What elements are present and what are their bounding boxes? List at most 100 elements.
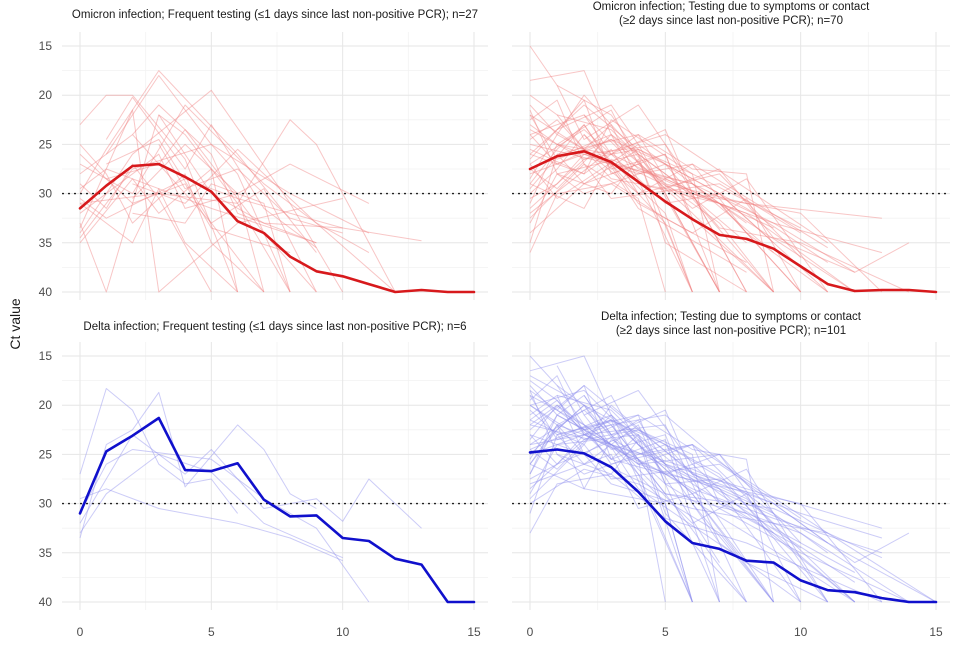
individual-trace bbox=[529, 375, 666, 603]
individual-trace bbox=[529, 394, 883, 559]
individual-trace bbox=[529, 444, 801, 519]
mean-line bbox=[528, 448, 938, 604]
y-tick-label: 40 bbox=[39, 285, 53, 299]
individual-trace bbox=[529, 153, 747, 293]
panel-title-line: Delta infection; Frequent testing (≤1 da… bbox=[83, 321, 466, 333]
individual-trace bbox=[79, 453, 343, 559]
individual-trace bbox=[529, 414, 693, 603]
individual-trace bbox=[529, 119, 801, 229]
panel-title-line: Omicron infection; Frequent testing (≤1 … bbox=[72, 9, 478, 21]
individual-trace bbox=[529, 148, 720, 293]
individual-trace bbox=[79, 153, 265, 293]
individual-trace bbox=[106, 139, 317, 293]
individual-trace bbox=[529, 148, 720, 293]
individual-trace bbox=[529, 163, 774, 293]
individual-trace bbox=[79, 144, 265, 293]
individual-trace bbox=[529, 414, 883, 554]
individual-trace bbox=[79, 153, 291, 254]
x-tick-label: 15 bbox=[929, 625, 943, 639]
individual-trace bbox=[79, 178, 343, 229]
individual-trace bbox=[529, 385, 693, 603]
panel-title-line: (≥2 days since last non-positive PCR); n… bbox=[619, 15, 843, 27]
individual-trace bbox=[529, 114, 774, 253]
individual-trace bbox=[529, 414, 802, 603]
individual-trace bbox=[556, 365, 747, 514]
y-tick-label: 25 bbox=[39, 447, 53, 461]
individual-trace bbox=[79, 94, 239, 293]
x-tick-label: 10 bbox=[336, 625, 350, 639]
individual-trace bbox=[556, 394, 883, 529]
individual-trace bbox=[529, 389, 828, 544]
individual-trace bbox=[529, 355, 801, 603]
individual-trace bbox=[556, 385, 801, 549]
y-axis-title: Ct value bbox=[7, 298, 23, 350]
individual-traces bbox=[79, 70, 422, 293]
individual-trace bbox=[556, 163, 910, 293]
y-tick-label: 35 bbox=[39, 546, 53, 560]
individual-trace bbox=[529, 409, 774, 534]
panels-layer: Omicron infection; Frequent testing (≤1 … bbox=[39, 1, 950, 639]
individual-trace bbox=[79, 70, 317, 253]
x-tick-label: 10 bbox=[794, 625, 808, 639]
individual-trace bbox=[529, 429, 856, 583]
individual-trace bbox=[529, 424, 910, 564]
mean-line bbox=[78, 416, 476, 604]
x-tick-label: 15 bbox=[467, 625, 481, 639]
individual-trace bbox=[529, 434, 910, 603]
individual-trace bbox=[79, 434, 422, 529]
individual-trace bbox=[529, 134, 855, 273]
individual-trace bbox=[79, 168, 239, 293]
individual-trace bbox=[556, 394, 774, 603]
x-tick-label: 0 bbox=[527, 625, 534, 639]
individual-trace bbox=[556, 385, 829, 603]
individual-trace bbox=[79, 163, 212, 293]
x-tick-label: 5 bbox=[662, 625, 669, 639]
individual-trace bbox=[529, 380, 693, 603]
individual-traces bbox=[529, 355, 937, 603]
individual-trace bbox=[529, 119, 883, 293]
panel-title-line: Omicron infection; Testing due to sympto… bbox=[593, 1, 870, 13]
individual-trace bbox=[529, 104, 720, 293]
individual-trace bbox=[529, 134, 693, 293]
individual-trace bbox=[529, 439, 775, 603]
individual-trace bbox=[583, 414, 774, 603]
individual-trace bbox=[79, 388, 238, 514]
individual-trace bbox=[529, 45, 720, 293]
panel-title-line: (≥2 days since last non-positive PCR); n… bbox=[616, 325, 846, 337]
individual-trace bbox=[529, 124, 828, 249]
individual-trace bbox=[529, 409, 829, 603]
individual-trace bbox=[79, 104, 396, 293]
individual-trace bbox=[529, 143, 910, 273]
individual-trace bbox=[529, 404, 883, 539]
individual-trace bbox=[529, 99, 720, 293]
individual-trace bbox=[529, 390, 693, 603]
individual-trace bbox=[556, 114, 882, 219]
individual-trace bbox=[529, 153, 802, 293]
individual-trace bbox=[529, 129, 828, 244]
individual-trace bbox=[529, 183, 747, 263]
mean-line bbox=[528, 150, 938, 294]
individual-trace bbox=[529, 70, 747, 244]
individual-trace bbox=[529, 429, 720, 603]
individual-trace bbox=[79, 449, 370, 603]
individual-trace bbox=[556, 414, 775, 603]
individual-trace bbox=[529, 414, 856, 573]
individual-trace bbox=[529, 94, 747, 293]
individual-trace bbox=[529, 143, 883, 254]
individual-trace bbox=[529, 143, 856, 293]
individual-trace bbox=[529, 404, 856, 603]
individual-trace bbox=[556, 109, 774, 293]
y-tick-label: 30 bbox=[39, 497, 53, 511]
panel-4: Delta infection; Testing due to symptoms… bbox=[512, 311, 950, 639]
individual-trace bbox=[529, 114, 828, 263]
individual-trace bbox=[132, 183, 291, 293]
individual-trace bbox=[529, 389, 856, 603]
gridlines bbox=[62, 32, 488, 300]
y-tick-label: 15 bbox=[39, 349, 53, 363]
individual-trace bbox=[556, 444, 910, 603]
individual-trace bbox=[583, 114, 856, 293]
individual-trace bbox=[529, 404, 829, 603]
panel-title-line: Delta infection; Testing due to symptoms… bbox=[601, 311, 862, 323]
individual-trace bbox=[529, 419, 774, 514]
